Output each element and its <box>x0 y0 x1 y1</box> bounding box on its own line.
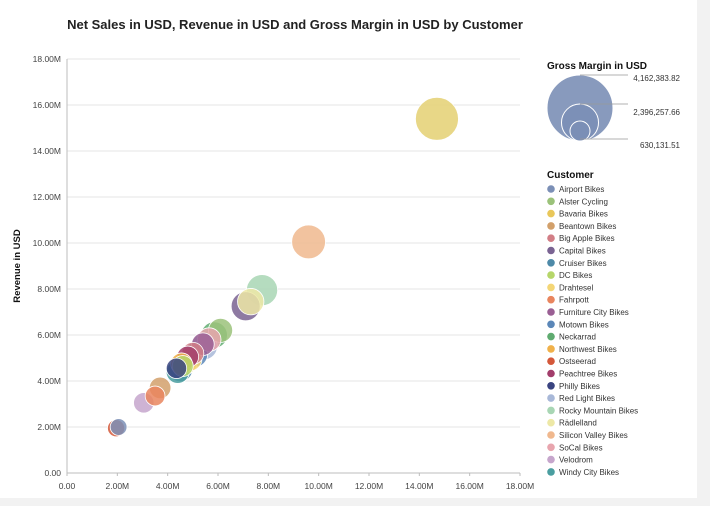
bubble-philly-bikes[interactable] <box>165 357 188 379</box>
x-tick-label: 14.00M <box>405 481 433 491</box>
size-legend-title: Gross Margin in USD <box>547 61 647 72</box>
x-tick-label: 4.00M <box>156 481 180 491</box>
bubble-silicon-valley-bikes[interactable] <box>291 224 326 260</box>
legend-label: Capital Bikes <box>559 247 606 256</box>
y-axis-title: Revenue in USD <box>12 229 23 303</box>
legend-swatch <box>547 394 555 402</box>
legend-label: Fahrpott <box>559 296 590 305</box>
legend-swatch <box>547 443 555 452</box>
chart-title: Net Sales in USD, Revenue in USD and Gro… <box>67 17 523 32</box>
legend-label: Rädlelland <box>559 419 597 428</box>
size-legend-label: 2,396,257.66 <box>633 108 680 117</box>
x-tick-label: 2.00M <box>106 481 130 491</box>
legend-label: Neckarrad <box>559 333 596 342</box>
y-tick-label: 8.00M <box>37 284 61 294</box>
bubble-largest[interactable] <box>415 96 459 141</box>
bubbles <box>107 96 459 438</box>
legend-swatch <box>547 209 555 218</box>
legend-label: Drahtesel <box>559 283 593 292</box>
legend-label: Windy City Bikes <box>559 468 619 477</box>
legend-swatch <box>547 345 555 353</box>
x-tick-label: 16.00M <box>455 481 483 491</box>
legend-label: Bavaria Bikes <box>559 210 608 219</box>
right-scroll-strip <box>697 0 710 506</box>
x-tick-label: 12.00M <box>355 481 383 491</box>
y-tick-label: 6.00M <box>37 330 61 340</box>
legend-label: Ostseerad <box>559 357 596 366</box>
x-tick-label: 8.00M <box>257 481 281 491</box>
x-tick-label: 10.00M <box>304 481 332 491</box>
x-tick-label: 6.00M <box>206 481 230 491</box>
legend-swatch <box>547 222 555 230</box>
legend-label: Peachtree Bikes <box>559 370 617 379</box>
legend-swatch <box>547 185 555 193</box>
legend-label: Cruiser Bikes <box>559 259 607 268</box>
legend-swatch <box>547 332 555 341</box>
y-tick-label: 16.00M <box>33 100 61 110</box>
legend-label: Motown Bikes <box>559 320 609 329</box>
legend-swatch <box>547 283 555 292</box>
legend-label: Rocky Mountain Bikes <box>559 406 638 415</box>
legend-label: Velodrom <box>559 456 593 465</box>
size-legend-circle <box>569 120 591 142</box>
legend-swatch <box>547 406 555 415</box>
y-tick-label: 14.00M <box>33 146 61 156</box>
y-tick-label: 12.00M <box>33 192 61 202</box>
legend-swatch <box>547 369 555 378</box>
legend-swatch <box>547 271 555 279</box>
bottom-scroll-strip <box>0 498 710 506</box>
y-tick-label: 0.00 <box>44 468 61 478</box>
axes: 0.00 2.00M 4.00M 6.00M 8.00M 10.00M 12.00M 14.0… <box>33 54 535 491</box>
legend-swatch <box>547 455 555 464</box>
legend-swatch <box>547 357 555 366</box>
legend-swatch <box>547 468 555 476</box>
legend-swatch <box>547 418 555 427</box>
bubble-airport-bikes[interactable] <box>109 418 128 436</box>
size-legend: Gross Margin in USD 4,162,383.82 2,396,25… <box>546 61 681 150</box>
legend-swatch <box>547 382 555 390</box>
legend-swatch <box>547 246 555 255</box>
y-tick-label: 10.00M <box>33 238 61 248</box>
legend-label: Alster Cycling <box>559 197 608 206</box>
legend-label: Big Apple Bikes <box>559 234 615 243</box>
legend-label: SoCal Bikes <box>559 443 603 452</box>
legend-swatch <box>547 259 555 267</box>
legend-label: Philly Bikes <box>559 382 600 391</box>
color-legend-title: Customer <box>547 170 594 181</box>
y-tick-label: 18.00M <box>33 54 61 64</box>
legend-swatch <box>547 320 555 329</box>
y-tick-label: 4.00M <box>37 376 61 386</box>
legend-swatch <box>547 197 555 206</box>
bubble-r-dlelland[interactable] <box>237 288 265 316</box>
legend-label: Silicon Valley Bikes <box>559 431 628 440</box>
x-tick-label: 0.00 <box>59 481 76 491</box>
y-tick-label: 2.00M <box>37 422 61 432</box>
size-legend-label: 630,131.51 <box>640 141 681 150</box>
legend-label: Red Light Bikes <box>559 394 615 403</box>
size-legend-label: 4,162,383.82 <box>633 74 680 83</box>
legend-label: Furniture City Bikes <box>559 308 629 317</box>
legend-swatch <box>547 308 555 316</box>
legend-label: Beantown Bikes <box>559 222 616 231</box>
bubble-fahrpott[interactable] <box>144 385 166 407</box>
legend-label: DC Bikes <box>559 271 592 280</box>
color-legend: Customer Airport Bikes Alster Cycling Bava… <box>547 170 638 477</box>
legend-swatch <box>547 234 555 242</box>
legend-label: Airport Bikes <box>559 185 604 194</box>
legend-swatch <box>547 431 555 439</box>
legend-swatch <box>547 295 555 304</box>
x-tick-label: 18.00M <box>506 481 534 491</box>
legend-label: Northwest Bikes <box>559 345 617 354</box>
